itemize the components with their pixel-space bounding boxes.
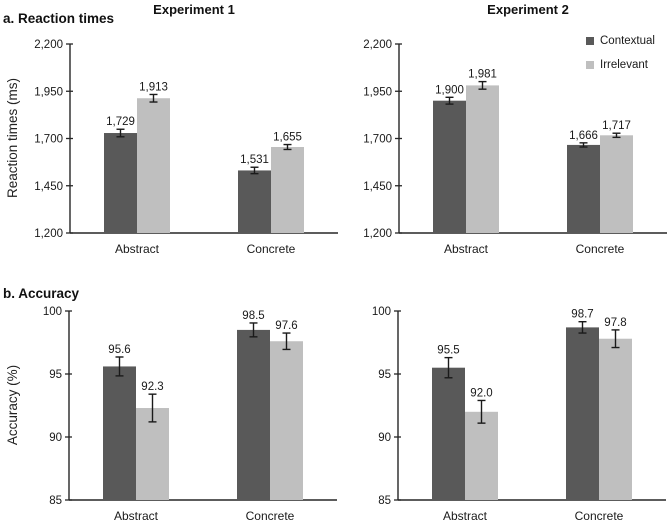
y-tick-label: 1,450 <box>363 181 392 193</box>
bar-contextual-concrete <box>238 170 271 233</box>
chart-exp2-reaction-times: 1,200 1,450 1,700 1,950 2,200 Abstract 1,900 1,… <box>363 39 667 256</box>
bar-irrelevant-abstract <box>137 98 170 233</box>
value-label: 1,913 <box>139 81 168 93</box>
x-category-label: Abstract <box>114 509 159 523</box>
value-label: 97.6 <box>275 320 297 332</box>
y-tick-label: 90 <box>378 432 391 444</box>
legend: Contextual Irrelevant <box>586 35 655 71</box>
x-category-label: Concrete <box>575 509 624 523</box>
y-tick-label: 2,200 <box>34 39 63 51</box>
bar-irrelevant-concrete <box>599 338 632 500</box>
reaction-times-axis-title: Reaction times (ms) <box>5 77 20 199</box>
bar-irrelevant-abstract <box>136 408 169 500</box>
legend-item-contextual: Contextual <box>586 35 655 47</box>
value-label: 1,717 <box>602 120 631 132</box>
y-tick-label: 2,200 <box>363 39 392 51</box>
value-label: 92.0 <box>470 387 492 399</box>
bar-contextual-concrete <box>237 329 270 500</box>
bar-contextual-abstract <box>103 366 136 500</box>
y-tick-label: 85 <box>378 495 391 507</box>
chart-exp2-accuracy: 85 90 95 100 Abstract 95.5 92.0 Concrete 98.7 97.… <box>372 306 666 523</box>
section-b-label: b. Accuracy <box>3 286 80 301</box>
y-tick-label: 1,700 <box>363 134 392 146</box>
value-label: 97.8 <box>604 317 626 329</box>
y-tick-label: 95 <box>378 369 391 381</box>
x-category-label: Abstract <box>444 242 489 256</box>
bar-contextual-abstract <box>432 367 465 500</box>
y-tick-label: 95 <box>49 369 62 381</box>
y-tick-label: 85 <box>49 495 62 507</box>
experiment-2-title: Experiment 2 <box>487 2 569 17</box>
value-label: 98.7 <box>571 309 593 321</box>
y-tick-label: 1,700 <box>34 134 63 146</box>
x-category-label: Concrete <box>246 509 295 523</box>
value-label: 92.3 <box>141 381 163 393</box>
experiment-1-title: Experiment 1 <box>153 2 235 17</box>
bar-irrelevant-concrete <box>270 341 303 500</box>
bar-irrelevant-concrete <box>600 135 633 233</box>
x-category-label: Abstract <box>443 509 488 523</box>
y-tick-label: 1,200 <box>34 228 63 240</box>
chart-exp1-reaction-times: 1,200 1,450 1,700 1,950 2,200 Abstract 1,729 1,… <box>34 39 338 256</box>
chart-exp1-accuracy: 85 90 95 100 Abstract 95.6 92.3 Concrete 98.5 97.… <box>43 306 337 523</box>
bar-irrelevant-abstract <box>465 411 498 500</box>
legend-label-contextual: Contextual <box>600 35 655 47</box>
value-label: 1,531 <box>240 154 269 166</box>
section-a-label: a. Reaction times <box>3 11 115 26</box>
value-label: 1,981 <box>468 69 497 81</box>
x-category-label: Concrete <box>247 242 296 256</box>
value-label: 1,900 <box>435 84 464 96</box>
y-tick-label: 1,200 <box>363 228 392 240</box>
legend-label-irrelevant: Irrelevant <box>600 59 648 71</box>
bar-contextual-concrete <box>567 144 600 233</box>
y-tick-label: 1,450 <box>34 181 63 193</box>
x-category-label: Concrete <box>576 242 625 256</box>
y-tick-label: 100 <box>372 306 391 318</box>
irrelevant-swatch-icon <box>586 61 594 69</box>
value-label: 1,666 <box>569 130 598 142</box>
bar-contextual-abstract <box>104 133 137 233</box>
y-tick-label: 1,950 <box>363 86 392 98</box>
y-tick-label: 100 <box>43 306 62 318</box>
value-label: 1,655 <box>273 132 302 144</box>
bar-irrelevant-abstract <box>466 85 499 234</box>
x-category-label: Abstract <box>115 242 160 256</box>
value-label: 98.5 <box>242 310 264 322</box>
accuracy-axis-title: Accuracy (%) <box>5 364 20 446</box>
value-label: 1,729 <box>106 116 135 128</box>
value-label: 95.5 <box>437 345 459 357</box>
y-tick-label: 90 <box>49 432 62 444</box>
bar-contextual-concrete <box>566 327 599 500</box>
legend-item-irrelevant: Irrelevant <box>586 59 655 71</box>
value-label: 95.6 <box>108 344 130 356</box>
y-tick-label: 1,950 <box>34 86 63 98</box>
contextual-swatch-icon <box>586 37 594 45</box>
bar-contextual-abstract <box>433 100 466 233</box>
bar-irrelevant-concrete <box>271 147 304 233</box>
